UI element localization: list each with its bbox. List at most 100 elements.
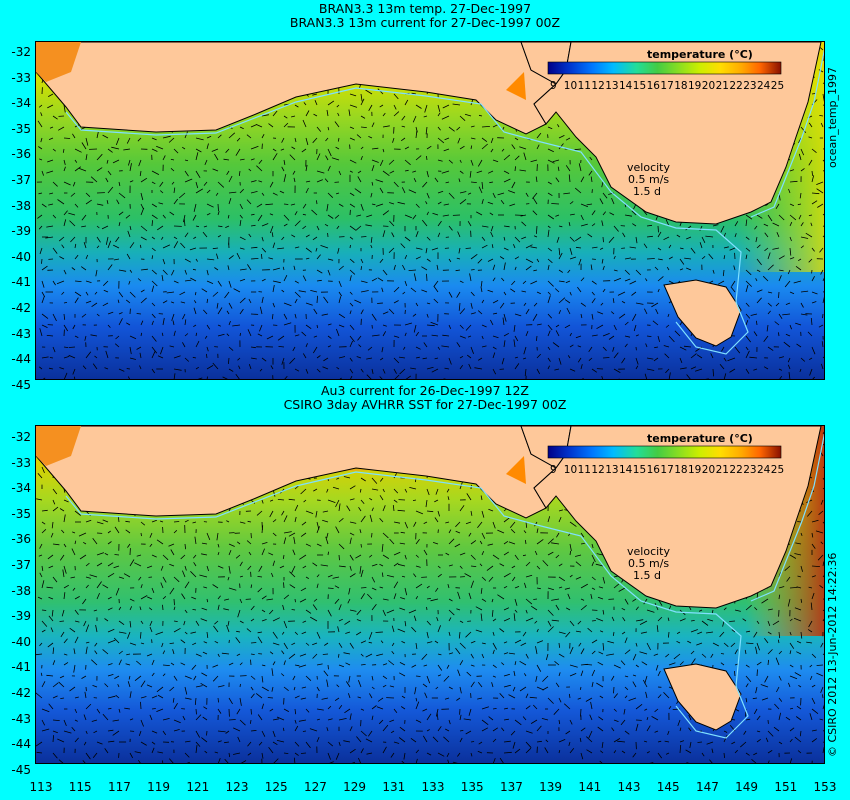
current-vector-arrow	[184, 178, 193, 183]
current-vector-arrow	[646, 335, 652, 337]
current-vector-arrow	[365, 89, 373, 95]
current-vector-arrow	[466, 354, 472, 359]
current-vector-arrow	[525, 521, 528, 528]
current-vector-arrow	[800, 245, 804, 249]
current-vector-arrow	[437, 346, 441, 350]
current-vector-arrow	[598, 586, 604, 589]
current-vector-arrow	[712, 368, 714, 377]
current-vector-arrow	[591, 587, 596, 590]
current-vector-arrow	[481, 551, 485, 556]
current-vector-arrow	[261, 236, 264, 242]
current-vector-arrow	[530, 246, 538, 249]
current-vector-arrow	[305, 137, 309, 146]
current-vector-arrow	[811, 247, 815, 252]
current-vector-arrow	[271, 313, 274, 320]
current-vector-arrow	[194, 536, 197, 545]
latitude-tick-label: -40	[11, 249, 31, 264]
current-vector-arrow	[591, 681, 594, 688]
current-vector-arrow	[475, 606, 483, 611]
current-vector-arrow	[349, 137, 355, 141]
current-vector-arrow	[800, 290, 809, 293]
current-vector-arrow	[72, 587, 76, 591]
current-vector-arrow	[300, 488, 307, 495]
current-vector-arrow	[547, 346, 551, 351]
current-vector-arrow	[798, 214, 802, 220]
current-vector-arrow	[470, 752, 473, 757]
current-vector-arrow	[448, 357, 452, 365]
current-vector-arrow	[426, 752, 432, 756]
current-vector-arrow	[203, 586, 208, 589]
current-vector-arrow	[487, 543, 494, 546]
current-vector-arrow	[203, 181, 208, 186]
current-vector-arrow	[68, 354, 76, 359]
current-vector-arrow	[112, 159, 120, 164]
current-vector-arrow	[94, 291, 98, 295]
current-vector-arrow	[690, 620, 695, 622]
current-vector-arrow	[271, 232, 274, 238]
current-vector-arrow	[201, 288, 208, 293]
current-vector-arrow	[635, 357, 639, 365]
current-vector-arrow	[360, 477, 366, 482]
current-vector-arrow	[129, 752, 134, 759]
current-vector-arrow	[212, 584, 219, 589]
current-vector-arrow	[217, 280, 222, 287]
current-vector-arrow	[281, 166, 285, 172]
current-vector-arrow	[168, 543, 175, 547]
current-vector-arrow	[437, 653, 442, 656]
current-vector-arrow	[403, 752, 406, 760]
current-vector-arrow	[173, 198, 179, 205]
current-vector-arrow	[470, 125, 475, 128]
current-vector-arrow	[140, 719, 144, 727]
current-vector-arrow	[85, 154, 88, 161]
current-vector-arrow	[772, 247, 780, 250]
current-vector-arrow	[261, 730, 266, 737]
longitude-tick-label: 151	[774, 780, 798, 794]
current-vector-arrow	[800, 631, 803, 639]
current-vector-arrow	[785, 333, 791, 337]
current-vector-arrow	[689, 741, 692, 748]
current-vector-arrow	[371, 715, 374, 721]
current-vector-arrow	[789, 675, 798, 680]
current-vector-arrow	[611, 727, 615, 732]
current-vector-arrow	[272, 280, 281, 284]
current-vector-arrow	[601, 741, 604, 748]
current-vector-arrow	[425, 499, 428, 508]
current-vector-arrow	[74, 254, 79, 260]
current-vector-arrow	[46, 225, 54, 228]
current-vector-arrow	[822, 730, 824, 732]
current-vector-arrow	[83, 241, 87, 249]
current-vector-arrow	[697, 631, 703, 635]
current-vector-arrow	[190, 277, 197, 282]
current-vector-arrow	[798, 685, 802, 688]
current-vector-arrow	[679, 357, 683, 364]
current-vector-arrow	[117, 684, 120, 688]
current-vector-arrow	[558, 697, 562, 703]
current-vector-arrow	[239, 188, 244, 194]
current-vector-arrow	[469, 273, 472, 282]
current-vector-arrow	[367, 593, 373, 600]
current-vector-arrow	[58, 681, 65, 688]
current-vector-arrow	[808, 258, 813, 263]
current-vector-arrow	[525, 747, 532, 754]
current-vector-arrow	[50, 532, 54, 538]
current-vector-arrow	[357, 176, 362, 183]
current-vector-arrow	[456, 608, 461, 611]
current-vector-arrow	[679, 740, 685, 743]
current-vector-arrow	[327, 126, 330, 131]
current-vector-arrow	[250, 213, 255, 216]
current-vector-arrow	[448, 564, 453, 567]
current-vector-arrow	[291, 642, 296, 646]
current-vector-arrow	[239, 268, 247, 271]
current-vector-arrow	[547, 192, 553, 197]
current-vector-arrow	[536, 291, 541, 295]
current-vector-arrow	[808, 620, 813, 628]
current-vector-arrow	[720, 225, 725, 233]
current-vector-arrow	[558, 509, 564, 512]
current-vector-arrow	[445, 728, 450, 732]
current-vector-arrow	[37, 596, 43, 600]
current-vector-arrow	[272, 153, 278, 161]
current-vector-arrow	[107, 628, 115, 633]
current-vector-arrow	[126, 137, 131, 144]
current-vector-arrow	[149, 532, 153, 538]
current-vector-arrow	[195, 170, 201, 179]
